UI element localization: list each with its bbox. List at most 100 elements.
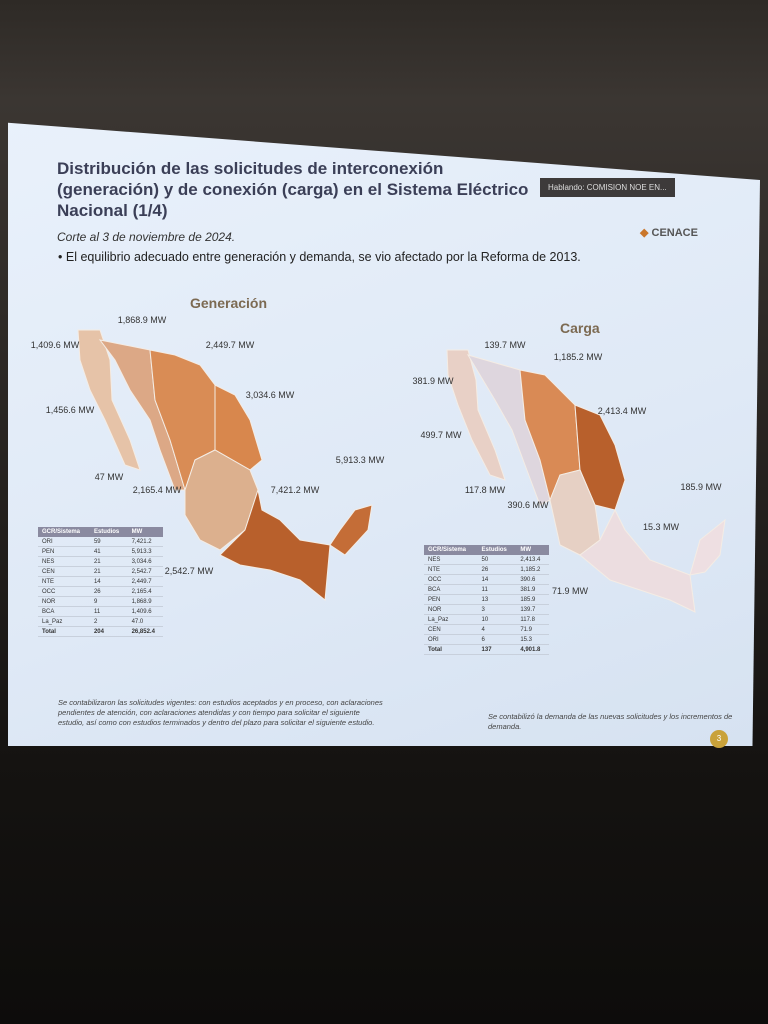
table-cell: 137 (477, 644, 517, 655)
map-label: 390.6 MW (507, 500, 549, 510)
table-cell: NOR (38, 596, 90, 607)
map-label: 499.7 MW (420, 430, 462, 440)
table-cell: 381.9 (516, 584, 549, 595)
slide-title: Distribución de las solicitudes de inter… (57, 159, 529, 220)
table-cell: 3 (477, 604, 517, 615)
logo-text: CENACE (651, 227, 698, 239)
footnote: Se contabilizaron las solicitudes vigent… (58, 698, 383, 727)
table-cell: 11 (477, 584, 517, 595)
table-header: GCR/Sistema Estudios MW (424, 545, 549, 555)
map-label: 71.9 MW (551, 586, 588, 596)
table-cell: 2,449.7 (127, 576, 163, 587)
table-row: CEN 4 71.9 (424, 624, 549, 635)
table-cell: 71.9 (516, 624, 549, 635)
table-cell: 15.3 (516, 634, 549, 645)
table-row: ORI 6 15.3 (424, 634, 549, 645)
map-label: 5,913.3 MW (335, 455, 385, 465)
map-label: 139.7 MW (484, 340, 526, 350)
table-cell: ORI (38, 537, 90, 547)
table-cell: 26 (89, 586, 128, 597)
table-cell: 41 (89, 546, 128, 557)
table-cell: 47.0 (127, 616, 163, 627)
table-cell: La_Paz (38, 616, 90, 627)
map-label: 381.9 MW (412, 376, 454, 386)
table-cell: 26,852.4 (127, 626, 163, 637)
table-row: La_Paz 10 117.8 (424, 614, 549, 625)
table-cell: 5,913.3 (127, 546, 163, 557)
date: Corte al 3 de noviembre de 2024. (57, 230, 236, 244)
table-cell: 9 (89, 596, 128, 607)
table-cell: 2,542.7 (127, 566, 163, 577)
table-cell: 6 (477, 634, 517, 645)
table-cell: 50 (477, 555, 517, 565)
data-table: GCR/Sistema Estudios MW ORI 59 7,421.2 PEN 41 5,… (38, 527, 163, 637)
section-title: Generación (190, 295, 268, 311)
table-cell: NES (424, 555, 478, 565)
section-title: Carga (560, 320, 600, 336)
table-cell: 204 (89, 626, 128, 637)
column-header: Estudios (89, 527, 128, 537)
table-cell: 11 (89, 606, 128, 617)
table-cell: NES (38, 556, 90, 567)
table-row: La_Paz 2 47.0 (38, 616, 163, 627)
table-cell: Total (424, 644, 478, 655)
table-cell: NTE (38, 576, 90, 587)
table-cell: 59 (89, 537, 128, 547)
column-header: MW (127, 527, 163, 537)
map-label: 1,456.6 MW (45, 405, 95, 415)
table-cell: 7,421.2 (127, 537, 163, 547)
map-label: 117.8 MW (464, 485, 506, 495)
table-cell: 3,034.6 (127, 556, 163, 567)
table-cell: 2 (89, 616, 128, 627)
column-header: MW (516, 545, 549, 555)
table-cell: OCC (424, 574, 478, 585)
table-row: NES 21 3,034.6 (38, 556, 163, 567)
bullet: • El equilibrio adecuado entre generació… (58, 250, 581, 264)
table-header: GCR/Sistema Estudios MW (38, 527, 163, 537)
table-row: NES 50 2,413.4 (424, 555, 549, 565)
map-label: 1,185.2 MW (553, 352, 603, 362)
map-label: 2,449.7 MW (205, 340, 255, 350)
table-row: OCC 26 2,165.4 (38, 586, 163, 597)
table-row: CEN 21 2,542.7 (38, 566, 163, 577)
table-cell: Total (38, 626, 90, 637)
table-row: Total 137 4,901.8 (424, 644, 549, 655)
map-carga (446, 349, 726, 613)
table-cell: 2,165.4 (127, 586, 163, 597)
data-table: GCR/Sistema Estudios MW NES 50 2,413.4 NTE 26 1,… (424, 545, 549, 655)
table-cell: NTE (424, 564, 478, 575)
table-cell: OCC (38, 586, 90, 597)
table-row: NTE 14 2,449.7 (38, 576, 163, 587)
table-cell: 14 (477, 574, 517, 585)
map-label: 185.9 MW (680, 482, 722, 492)
table-row: BCA 11 381.9 (424, 584, 549, 595)
table-cell: La_Paz (424, 614, 478, 625)
column-header: GCR/Sistema (38, 527, 90, 537)
table-cell: CEN (424, 624, 478, 635)
column-header: Estudios (477, 545, 517, 555)
table-cell: 185.9 (516, 594, 549, 605)
table-cell: PEN (38, 546, 90, 557)
table-row: ORI 59 7,421.2 (38, 537, 163, 547)
table-cell: 21 (89, 556, 128, 567)
table-cell: 139.7 (516, 604, 549, 615)
map-generacion (77, 329, 373, 601)
table-cell: BCA (38, 606, 90, 617)
table-row: PEN 13 185.9 (424, 594, 549, 605)
table-cell: ORI (424, 634, 478, 645)
table-row: NOR 9 1,868.9 (38, 596, 163, 607)
map-label: 1,409.6 MW (30, 340, 80, 350)
table-row: PEN 41 5,913.3 (38, 546, 163, 557)
table-cell: PEN (424, 594, 478, 605)
logo: ◆ CENACE (640, 227, 698, 239)
table-row: BCA 11 1,409.6 (38, 606, 163, 617)
footnote: Se contabilizó la demanda de las nuevas … (488, 712, 733, 731)
table-cell: 117.8 (516, 614, 549, 625)
map-label: 15.3 MW (642, 522, 679, 532)
table-cell: 4,901.8 (516, 644, 549, 655)
table-cell: 1,409.6 (127, 606, 163, 617)
table-row: NOR 3 139.7 (424, 604, 549, 615)
table-cell: 1,185.2 (516, 564, 549, 575)
table-cell: 21 (89, 566, 128, 577)
